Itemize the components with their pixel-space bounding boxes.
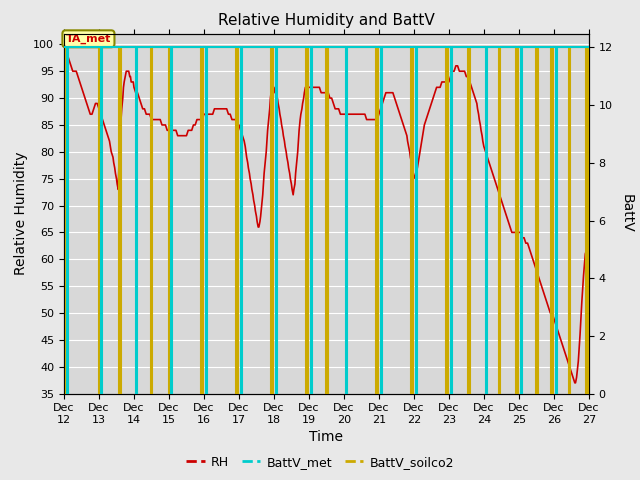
X-axis label: Time: Time xyxy=(309,431,344,444)
Y-axis label: Relative Humidity: Relative Humidity xyxy=(13,152,28,276)
Title: Relative Humidity and BattV: Relative Humidity and BattV xyxy=(218,13,435,28)
Text: TA_met: TA_met xyxy=(66,34,111,44)
Y-axis label: BattV: BattV xyxy=(620,194,634,233)
Legend: RH, BattV_met, BattV_soilco2: RH, BattV_met, BattV_soilco2 xyxy=(181,451,459,474)
